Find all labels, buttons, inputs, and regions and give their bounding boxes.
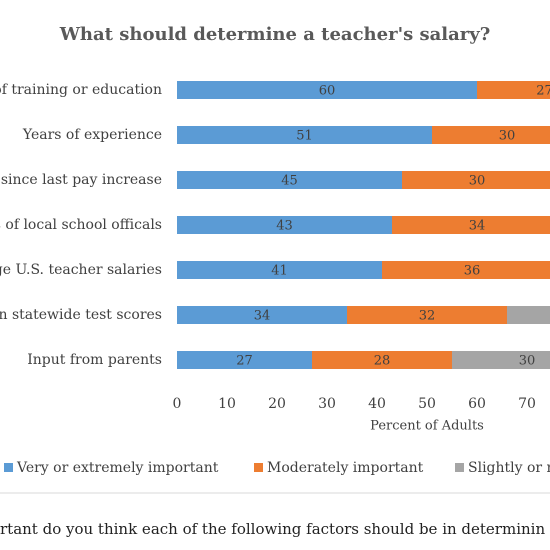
bar-segment [382,261,550,279]
chart-title: What should determine a teacher's salary… [59,24,491,45]
legend-swatch [254,463,263,472]
bar-segment [177,126,432,144]
bar-segment [347,306,507,324]
value-label: 32 [419,309,436,324]
value-label: 36 [464,264,481,279]
bar-segment [452,351,550,369]
bar-segment [432,126,550,144]
x-tick-label: 60 [468,396,486,412]
value-label: 30 [469,174,486,189]
value-label: 34 [469,219,486,234]
y-tick-label: of training or education [0,82,162,98]
bar-segment [177,261,382,279]
bar-segment [507,306,550,324]
x-tick-label: 70 [518,396,536,412]
bar-segment [312,351,452,369]
legend-swatch [4,463,13,472]
x-tick-label: 30 [318,396,336,412]
bar-segment [177,216,392,234]
bar-segment [392,216,550,234]
value-label: 45 [281,174,298,189]
question: rtant do you think each of the following… [0,520,545,538]
bar-segment [477,81,550,99]
legend-swatch [455,463,464,472]
value-label: 34 [254,309,271,324]
y-tick-label: Years of experience [22,127,162,143]
x-tick-label: 50 [418,396,436,412]
bar-segment [177,306,347,324]
bar-segment [177,351,312,369]
value-label: 30 [519,354,536,369]
x-axis-label: Percent of Adults [370,419,484,434]
x-tick-label: 20 [268,396,286,412]
legend-label: Very or extremely important [16,460,219,476]
bar-segment [177,171,402,189]
x-tick-label: 10 [218,396,236,412]
value-label: 60 [319,84,336,99]
y-tick-label: Input from parents [27,352,162,368]
x-tick-label: 40 [368,396,386,412]
legend-label: Moderately important [267,460,424,476]
y-tick-label: s of local school officals [0,217,162,233]
legend-label: Slightly or n [468,460,550,476]
y-tick-label: in statewide test scores [0,307,162,323]
value-label: 43 [276,219,293,234]
value-label: 27 [236,354,253,369]
value-label: 41 [271,264,288,279]
bar-segment [177,81,477,99]
value-label: 51 [296,129,313,144]
value-label: 27 [536,84,550,99]
x-tick-label: 0 [173,396,182,412]
y-tick-label: since last pay increase [1,172,162,188]
value-label: 30 [499,129,516,144]
y-tick-label: ge U.S. teacher salaries [0,262,162,278]
value-label: 28 [374,354,391,369]
bar-segment [402,171,550,189]
